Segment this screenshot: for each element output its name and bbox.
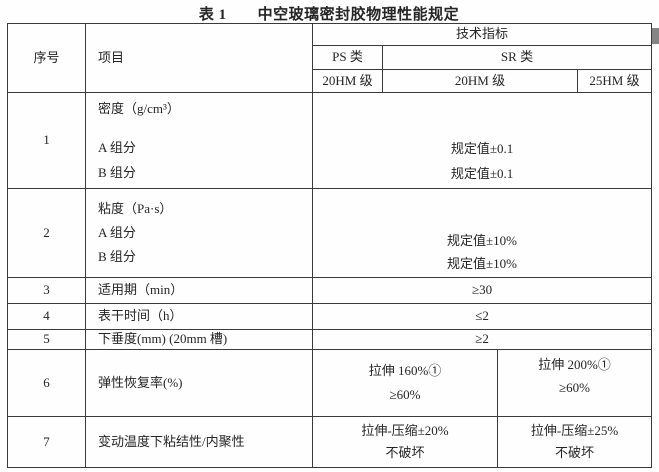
- row4-item: 表干时间（h）: [85, 303, 313, 330]
- row2-item-component-b: B 组分: [98, 249, 136, 264]
- row2-value-b: 规定值±10%: [447, 256, 517, 271]
- scan-artifact: [652, 28, 659, 44]
- row2-value-a: 规定值±10%: [447, 233, 517, 248]
- row7-value-right: 拉伸-压缩±25% 不破坏: [496, 416, 653, 468]
- spec-table: 序号 项目 技术指标 PS 类 SR 类 20HM 级 20HM 级 25HM …: [7, 23, 653, 468]
- row6-value-left: 拉伸 160%① ≥60%: [312, 349, 498, 417]
- row1-item-component-b: B 组分: [98, 165, 136, 180]
- row3-no: 3: [7, 277, 86, 304]
- header-cell-no: 序号: [7, 23, 86, 93]
- row6-item: 弹性恢复率(%): [85, 349, 313, 417]
- row1-no: 1: [7, 92, 86, 189]
- row2-value: 规定值±10% 规定值±10%: [311, 188, 653, 278]
- row6-value-left-line2: ≥60%: [389, 387, 421, 402]
- row3-value: ≥30: [311, 277, 653, 304]
- header-cell-item: 项目: [85, 23, 313, 93]
- row6-value-right-line2: ≥60%: [559, 380, 590, 395]
- header-cell-sr-type: SR 类: [381, 45, 653, 70]
- row6-value-right: 拉伸 200%① ≥60%: [496, 349, 653, 417]
- row2-no: 2: [7, 188, 86, 278]
- row1-value-a: 规定值±0.1: [450, 141, 514, 156]
- header-row-3: 20HM 级 20HM 级 25HM 级: [8, 69, 653, 93]
- table-row-sag: 5 下垂度(mm) (20mm 槽) ≥2: [7, 329, 653, 350]
- header-cell-ps-type: PS 类: [312, 45, 383, 70]
- row6-value-left-line1: 拉伸 160%①: [368, 363, 442, 378]
- header-cell-tech-indicator: 技术指标: [311, 23, 653, 46]
- row7-no: 7: [7, 416, 86, 468]
- table-row-adhesion-cohesion: 7 变动温度下粘结性/内聚性 拉伸-压缩±20% 不破坏 拉伸-压缩±25% 不…: [7, 416, 653, 468]
- row3-item: 适用期（min）: [85, 277, 313, 304]
- table-row-pot-life: 3 适用期（min） ≥30: [7, 277, 653, 304]
- header-row-2: PS 类 SR 类: [8, 45, 653, 70]
- row5-item: 下垂度(mm) (20mm 槽): [85, 329, 313, 350]
- row7-item: 变动温度下粘结性/内聚性: [85, 416, 313, 468]
- header-cell-sr-grade-20hm: 20HM 级: [382, 69, 578, 93]
- table-row-density: 1 密度（g/cm³） A 组分 B 组分 规定值±0.1 规定值±0.1: [7, 92, 653, 189]
- row2-item-title: 粘度（Pa·s）: [98, 201, 173, 216]
- header-cell-sr-grade-25hm: 25HM 级: [576, 69, 653, 93]
- row5-no: 5: [7, 329, 86, 350]
- row1-value: 规定值±0.1 规定值±0.1: [311, 92, 653, 189]
- row6-no: 6: [7, 349, 86, 417]
- table-row-tack-free-time: 4 表干时间（h） ≤2: [7, 303, 653, 330]
- row1-item-title: 密度（g/cm³）: [98, 101, 180, 116]
- row5-value: ≥2: [311, 329, 653, 350]
- row7-value-left: 拉伸-压缩±20% 不破坏: [312, 416, 498, 468]
- row2-item: 粘度（Pa·s） A 组分 B 组分: [85, 188, 313, 278]
- header-row-1: 序号 项目 技术指标: [7, 23, 653, 93]
- table-row-elastic-recovery: 6 弹性恢复率(%) 拉伸 160%① ≥60% 拉伸 200%① ≥60%: [7, 349, 653, 417]
- row2-item-component-a: A 组分: [98, 225, 136, 240]
- row6-value-right-line1: 拉伸 200%①: [538, 357, 611, 372]
- row4-value: ≤2: [311, 303, 653, 330]
- row4-no: 4: [7, 303, 86, 330]
- row7-value-left-line2: 不破坏: [385, 445, 425, 460]
- table-caption: 表 1 中空玻璃密封胶物理性能规定: [198, 7, 460, 23]
- table-row-viscosity: 2 粘度（Pa·s） A 组分 B 组分 规定值±10% 规定值±10%: [7, 188, 653, 278]
- row7-value-right-line1: 拉伸-压缩±25%: [530, 423, 619, 438]
- row1-item-component-a: A 组分: [98, 140, 136, 155]
- row1-item: 密度（g/cm³） A 组分 B 组分: [85, 92, 313, 189]
- header-cell-ps-grade-20hm: 20HM 级: [312, 69, 383, 93]
- row7-value-left-line1: 拉伸-压缩±20%: [361, 423, 449, 438]
- row1-value-b: 规定值±0.1: [450, 166, 514, 181]
- row7-value-right-line2: 不破坏: [555, 445, 595, 460]
